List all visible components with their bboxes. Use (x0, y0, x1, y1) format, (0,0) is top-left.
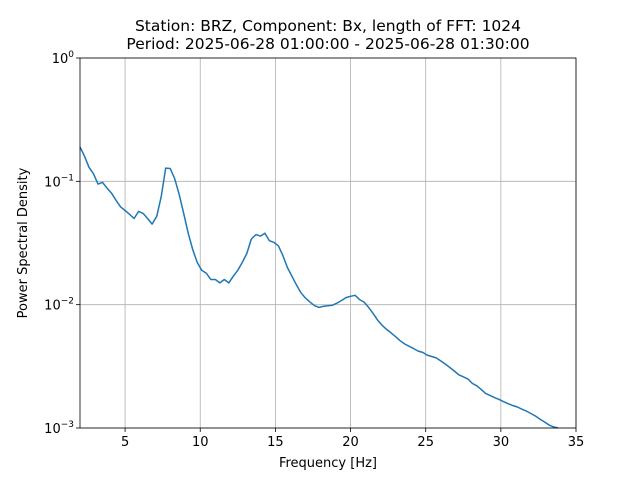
x-tick-label: 25 (417, 435, 434, 450)
chart-title-line1: Station: BRZ, Component: Bx, length of F… (135, 17, 521, 35)
y-tick-label: 10−2 (44, 297, 74, 314)
x-tick-label: 15 (267, 435, 284, 450)
x-tick-label: 30 (493, 435, 510, 450)
y-tick-label: 100 (52, 50, 75, 67)
y-axis-ticks: 10−3 10−2 10−1 100 (44, 50, 80, 437)
chart-title-line2: Period: 2025-06-28 01:00:00 - 2025-06-28… (126, 35, 529, 53)
y-tick-label: 10−1 (44, 173, 74, 190)
x-axis-ticks: 5 10 15 20 25 30 35 (121, 428, 584, 450)
x-tick-label: 10 (192, 435, 209, 450)
psd-series-line (79, 146, 559, 429)
plot-frame (79, 57, 577, 429)
x-axis-label: Frequency [Hz] (279, 456, 377, 471)
y-tick-label: 10−3 (44, 420, 74, 437)
y-axis-label: Power Spectral Density (16, 167, 31, 318)
series-layer (79, 146, 559, 429)
grid (80, 57, 577, 429)
x-tick-label: 5 (121, 435, 129, 450)
x-tick-label: 35 (568, 435, 585, 450)
x-tick-label: 20 (342, 435, 359, 450)
